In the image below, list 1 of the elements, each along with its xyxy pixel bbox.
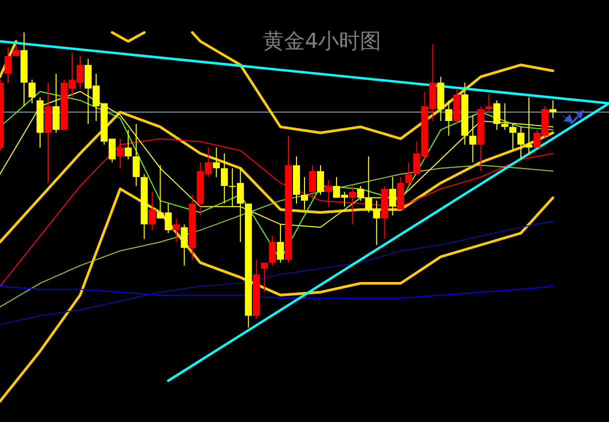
title: 黄金4小时图 xyxy=(262,29,382,53)
